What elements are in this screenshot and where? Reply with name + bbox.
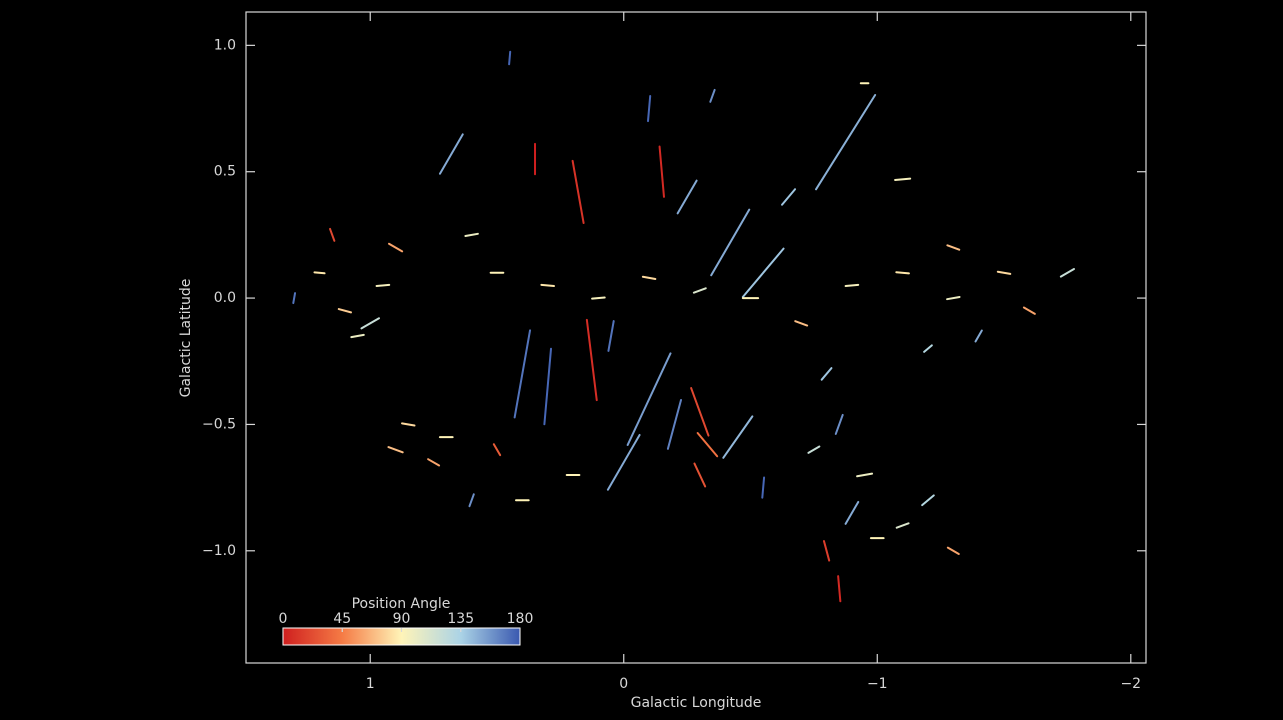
filament xyxy=(781,188,797,206)
filament xyxy=(696,432,719,458)
x-tick-label: 1 xyxy=(366,676,375,692)
filament xyxy=(815,93,877,191)
filament xyxy=(508,50,512,66)
filament xyxy=(641,275,657,280)
filament xyxy=(692,287,707,294)
filament xyxy=(468,493,475,508)
y-tick-label: 0.0 xyxy=(214,290,236,306)
filament xyxy=(585,318,598,402)
filament xyxy=(626,352,672,446)
y-tick-label: 1.0 xyxy=(214,37,236,53)
colorbar-tick-label: 90 xyxy=(393,611,411,627)
filament xyxy=(375,283,391,287)
colorbar-tick-label: 45 xyxy=(333,611,351,627)
filament xyxy=(946,244,961,251)
filament xyxy=(543,347,553,426)
filament xyxy=(401,422,416,427)
filament xyxy=(513,329,532,419)
filament xyxy=(329,227,336,242)
filament xyxy=(894,177,912,181)
x-tick-label: 0 xyxy=(619,676,628,692)
filament xyxy=(492,443,502,457)
filament xyxy=(1022,306,1036,315)
filament xyxy=(820,367,833,381)
filament xyxy=(438,133,464,175)
filament xyxy=(337,308,352,314)
filament xyxy=(360,317,381,330)
filament xyxy=(464,232,479,237)
colorbar-tick-label: 180 xyxy=(507,611,534,627)
filament xyxy=(658,145,665,198)
filament xyxy=(921,494,935,507)
filament xyxy=(741,247,785,299)
filament xyxy=(844,500,860,525)
plot-frame xyxy=(245,11,1147,664)
filament xyxy=(292,292,297,305)
colorbar-tick-label: 0 xyxy=(279,611,288,627)
filament xyxy=(350,333,365,339)
x-axis-label: Galactic Longitude xyxy=(631,695,762,711)
filament xyxy=(822,540,831,562)
y-tick-label: −0.5 xyxy=(202,416,236,432)
x-tick-label: −2 xyxy=(1120,676,1141,692)
filament xyxy=(387,242,404,253)
filament xyxy=(844,283,860,287)
filament xyxy=(834,413,844,435)
filament xyxy=(946,295,961,301)
filament xyxy=(1059,268,1075,278)
y-axis-label: Galactic Latitude xyxy=(178,279,194,398)
filament xyxy=(666,399,683,450)
filament xyxy=(606,433,641,491)
filament xyxy=(946,546,960,555)
filament xyxy=(591,296,606,300)
filament xyxy=(974,329,983,343)
filament xyxy=(387,446,404,454)
filament xyxy=(540,283,556,287)
filament xyxy=(676,179,698,215)
filament xyxy=(837,575,842,603)
filament xyxy=(895,522,910,529)
y-tick-label: 0.5 xyxy=(214,164,236,180)
colorbar-title: Position Angle xyxy=(352,596,451,612)
y-tick-label: −1.0 xyxy=(202,543,236,559)
filaments xyxy=(292,50,1075,603)
filament xyxy=(794,320,809,327)
filament xyxy=(895,271,910,275)
filament xyxy=(761,476,766,499)
filament xyxy=(996,270,1012,275)
colorbar-tick-label: 135 xyxy=(447,611,474,627)
filament xyxy=(807,445,821,454)
filament xyxy=(710,208,751,277)
filament xyxy=(646,94,652,123)
filament xyxy=(693,462,707,488)
filament xyxy=(571,159,585,225)
filament xyxy=(690,387,710,437)
filament xyxy=(427,458,441,467)
filament xyxy=(923,344,933,353)
filament xyxy=(709,88,716,103)
filament xyxy=(722,415,754,459)
x-tick-label: −1 xyxy=(867,676,888,692)
filament xyxy=(607,320,615,352)
filament xyxy=(856,472,874,478)
filament xyxy=(313,271,326,275)
